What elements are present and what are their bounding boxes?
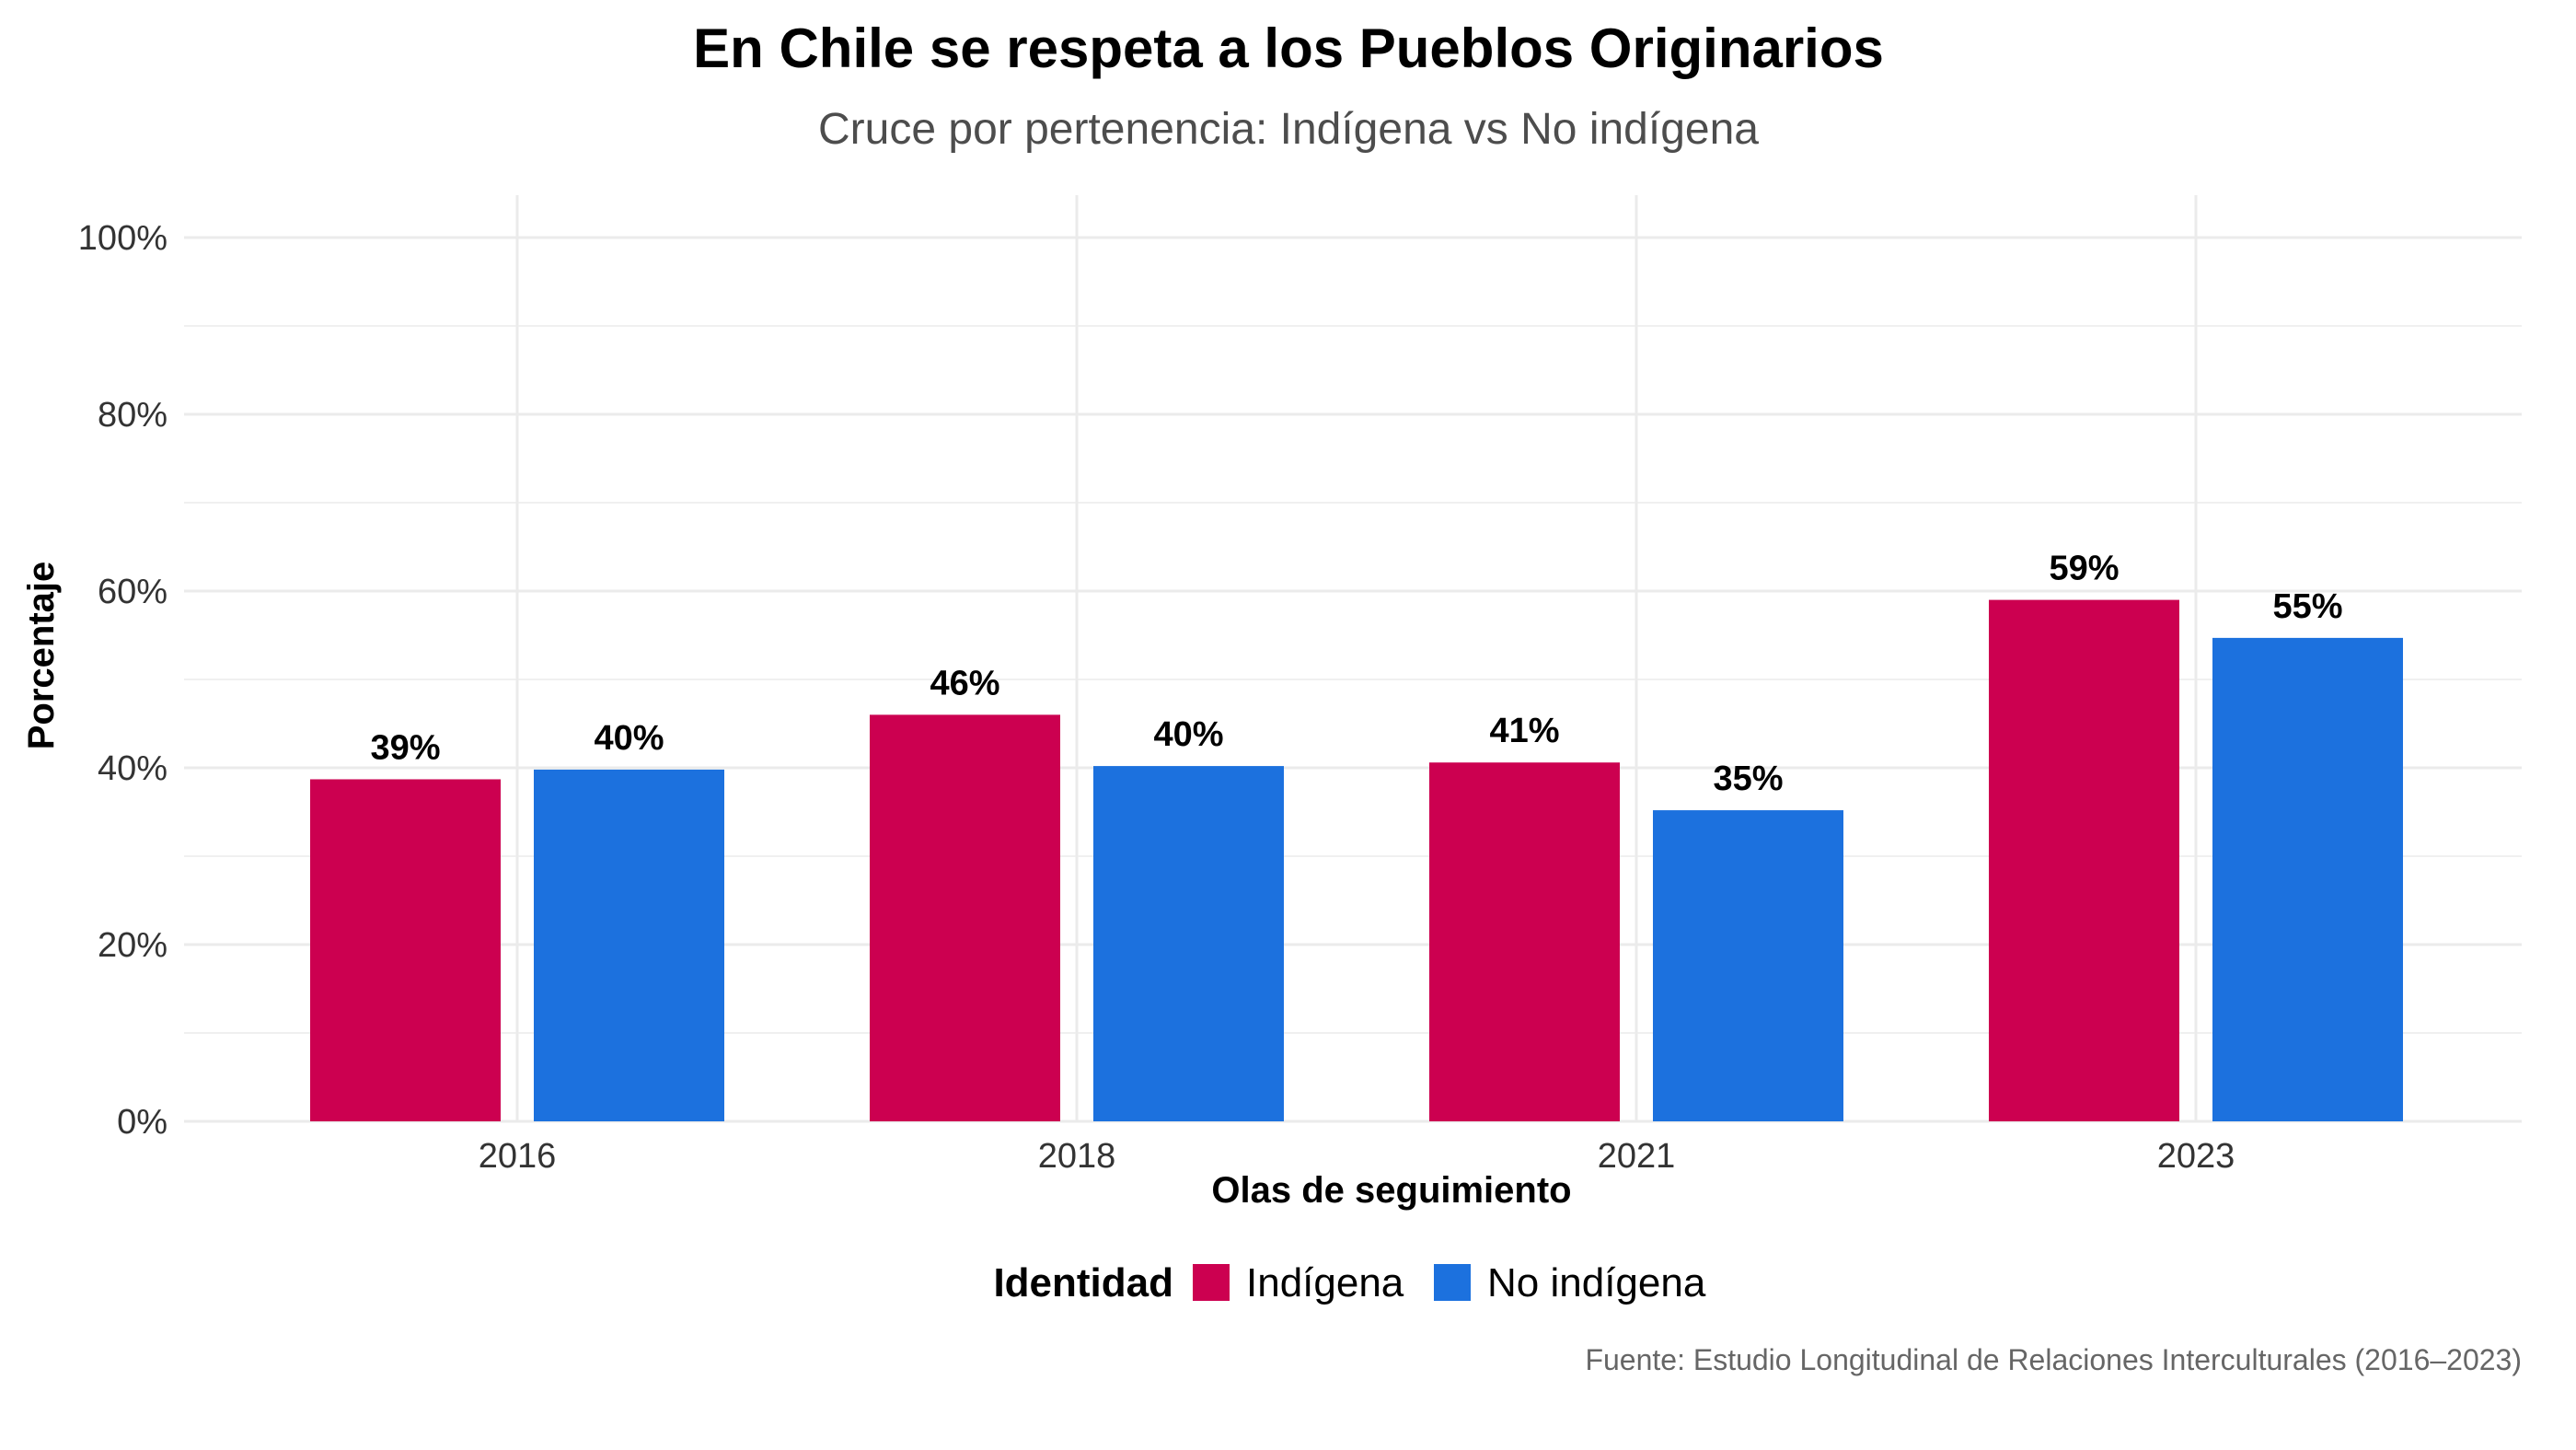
y-tick-label: 80% (98, 396, 167, 435)
y-axis-ticks: 0% 20% 40% 60% 80% 100% (78, 219, 167, 1142)
x-axis-ticks: 2016 2018 2021 2023 (479, 1137, 2235, 1176)
bar (2212, 637, 2403, 1121)
bar (1093, 766, 1284, 1121)
bar (534, 769, 724, 1121)
bar-value-label: 35% (1713, 760, 1783, 798)
bar (1989, 599, 2179, 1121)
legend-label-no-indigena: No indígena (1487, 1260, 1706, 1305)
bar-value-label: 41% (1489, 712, 1559, 750)
legend-label-indigena: Indígena (1246, 1260, 1404, 1305)
y-tick-label: 60% (98, 573, 167, 611)
x-axis-title: Olas de seguimiento (1211, 1170, 1571, 1211)
legend-title: Identidad (993, 1260, 1173, 1305)
y-tick-label: 20% (98, 926, 167, 965)
bar-value-label: 55% (2272, 587, 2342, 626)
y-tick-label: 100% (78, 219, 167, 258)
x-tick-label: 2021 (1598, 1137, 1676, 1176)
x-tick-label: 2016 (479, 1137, 557, 1176)
bar (1429, 762, 1620, 1121)
bar-value-label: 59% (2049, 550, 2119, 588)
y-tick-label: 40% (98, 749, 167, 788)
y-tick-label: 0% (117, 1103, 167, 1142)
source-caption: Fuente: Estudio Longitudinal de Relacion… (1585, 1343, 2522, 1376)
bar (1653, 810, 1843, 1121)
bar (870, 714, 1060, 1121)
legend-swatch-indigena (1193, 1264, 1230, 1301)
x-tick-label: 2018 (1038, 1137, 1116, 1176)
legend-swatch-no-indigena (1434, 1264, 1471, 1301)
legend: Identidad Indígena No indígena (993, 1260, 1705, 1305)
bars: 39% 46% 41% 59% 40% 40% 35% 55% (310, 550, 2403, 1121)
bar-value-label: 40% (594, 719, 664, 758)
bar-value-label: 40% (1153, 715, 1223, 754)
y-axis-title: Porcentaje (21, 562, 62, 750)
bar-value-label: 46% (930, 664, 999, 702)
bar-value-label: 39% (370, 728, 440, 767)
chart-subtitle: Cruce por pertenencia: Indígena vs No in… (818, 105, 1759, 154)
x-tick-label: 2023 (2157, 1137, 2235, 1176)
chart-title: En Chile se respeta a los Pueblos Origin… (693, 17, 1884, 79)
bar (310, 779, 501, 1121)
